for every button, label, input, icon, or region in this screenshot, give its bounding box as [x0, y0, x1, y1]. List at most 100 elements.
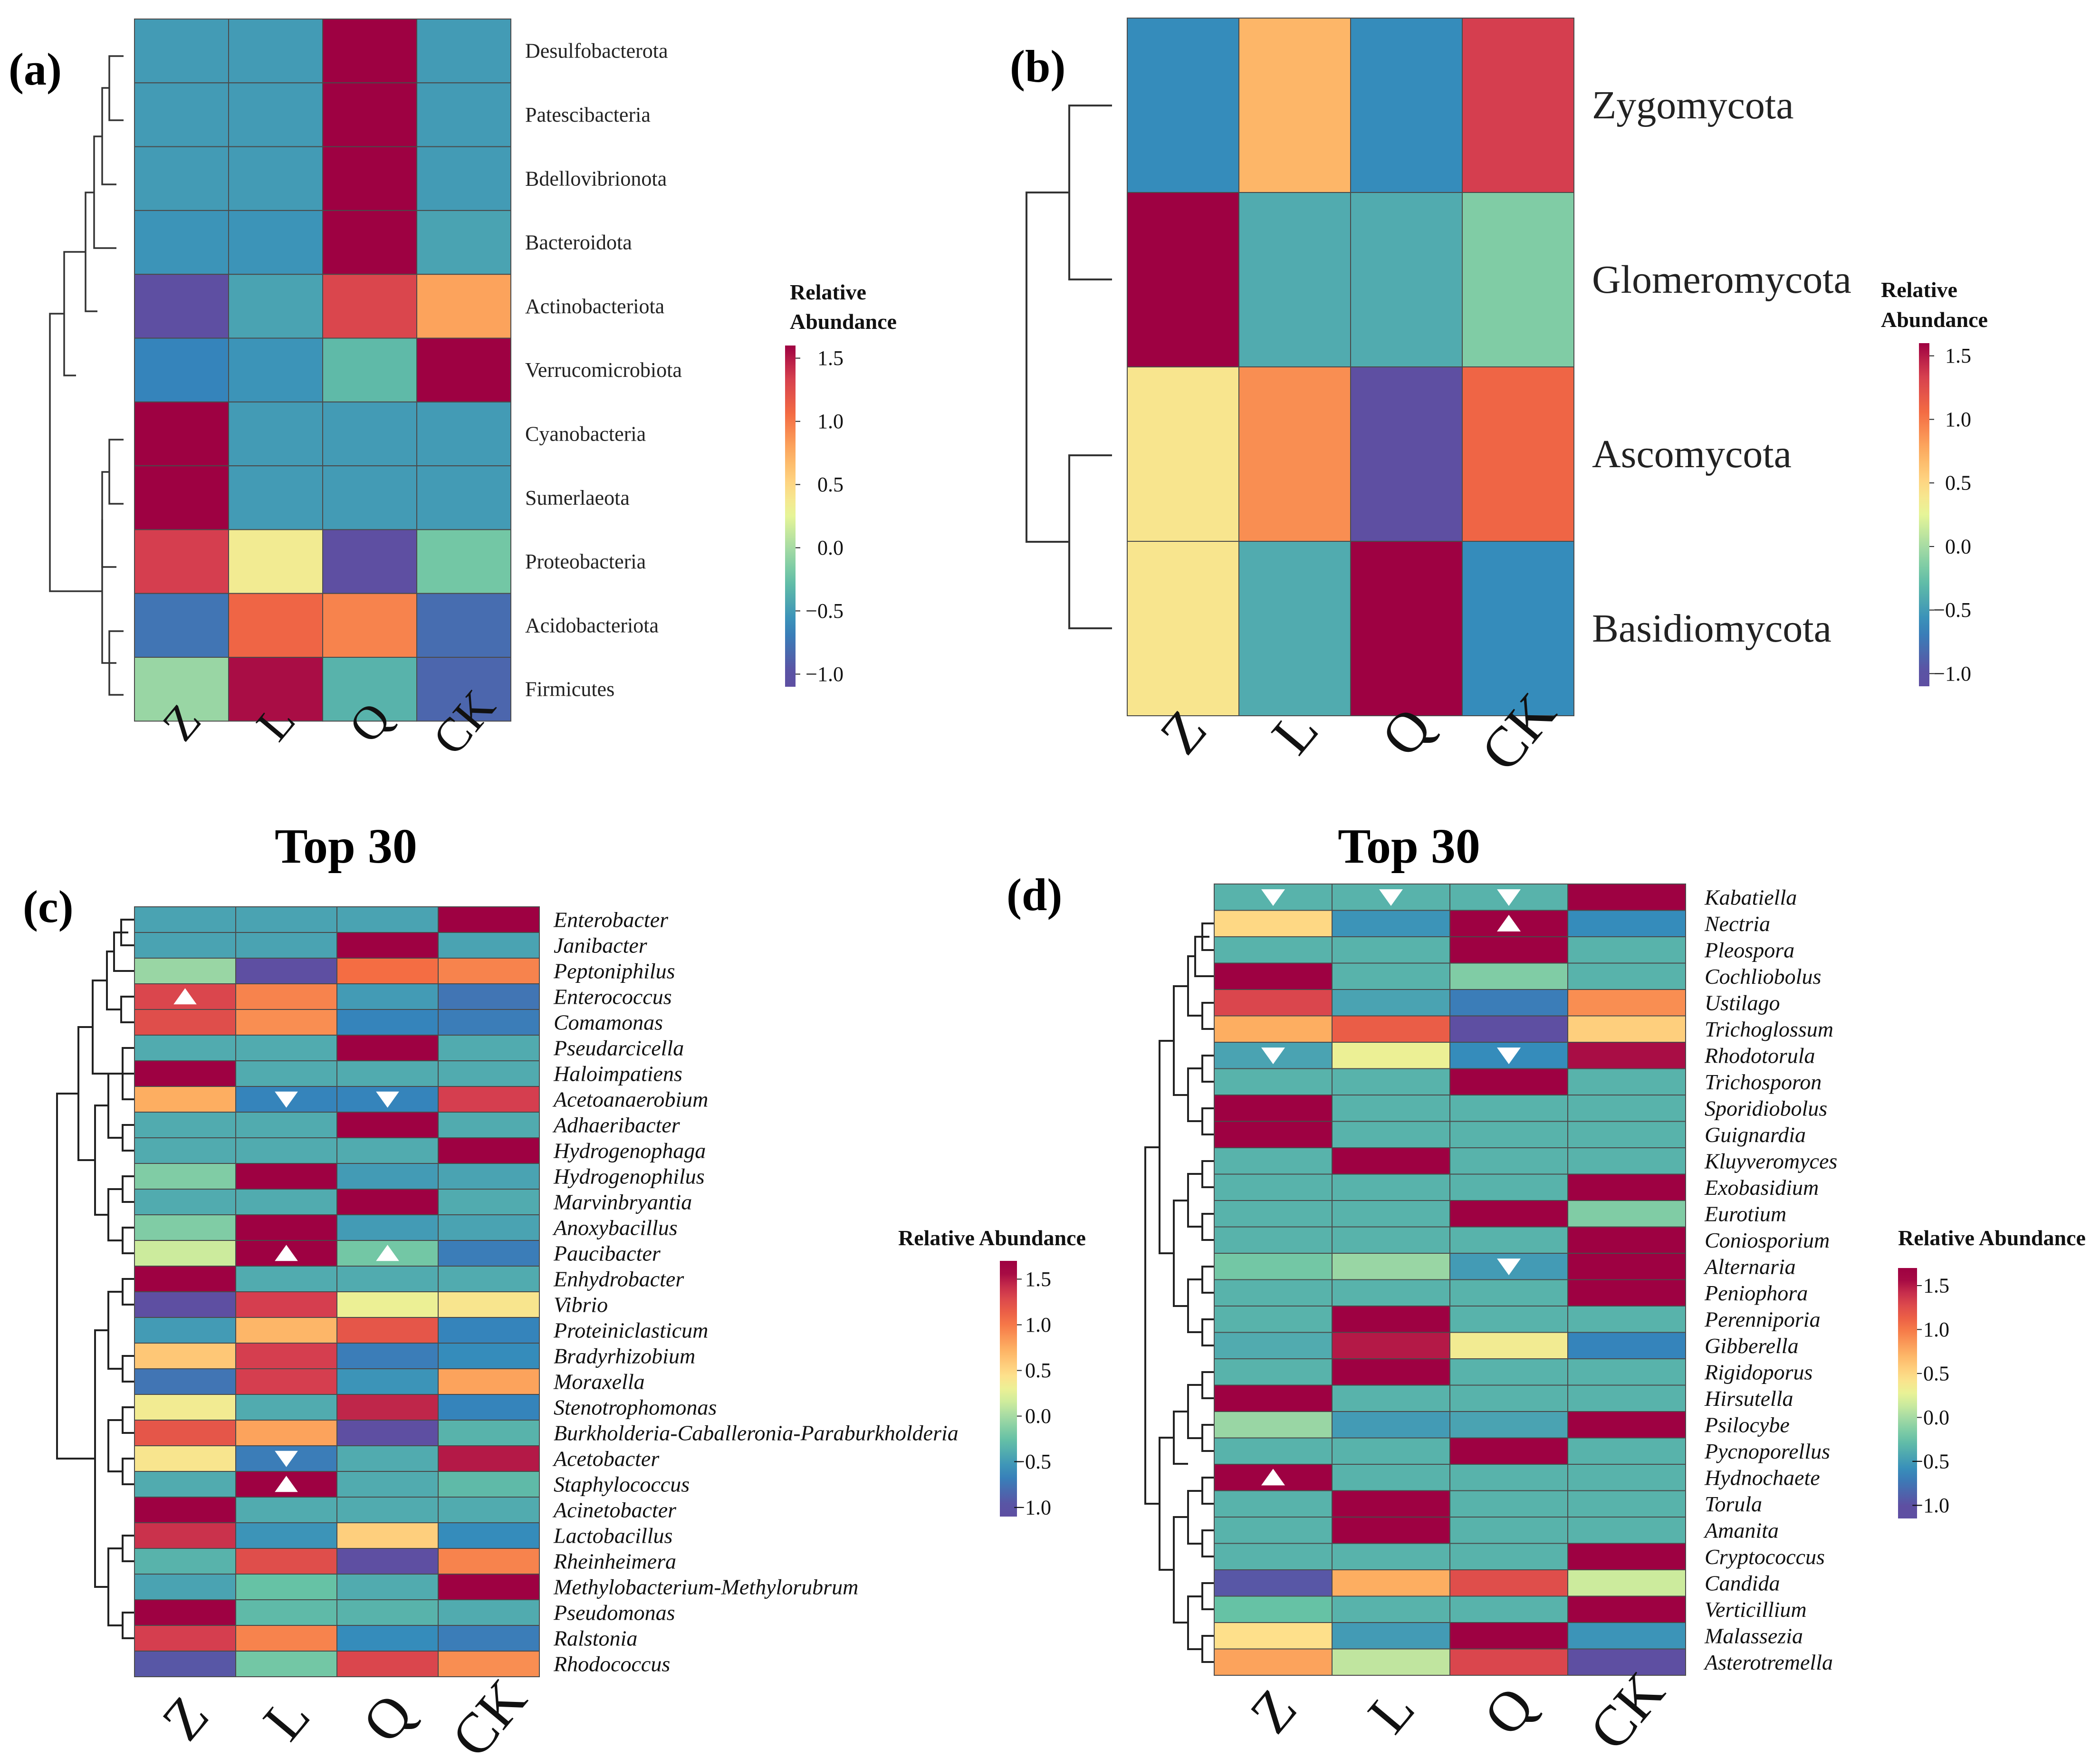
heatmap-cell	[1567, 1543, 1686, 1570]
significance-triangle-down	[1497, 1258, 1521, 1276]
dendrogram-a	[49, 55, 124, 696]
heatmap-cell	[134, 1214, 236, 1241]
heatmap-cell	[1449, 1648, 1568, 1676]
heatmap-cell	[336, 1574, 439, 1600]
heatmap-cell	[1127, 366, 1239, 542]
legend-tick-label: 0.5	[1025, 1359, 1051, 1382]
heatmap-cell	[336, 1420, 439, 1446]
heatmap-cell	[336, 1060, 439, 1087]
panel-label-d: (d)	[1007, 869, 1062, 920]
heatmap-cell	[235, 1266, 337, 1292]
heatmap-grid-d	[1214, 884, 1686, 1676]
row-label: Gibberella	[1705, 1334, 1799, 1358]
heatmap-cell	[336, 1548, 439, 1575]
row-label: Acetobacter	[552, 1447, 660, 1471]
heatmap-cell	[235, 983, 337, 1010]
heatmap-cell	[235, 1035, 337, 1061]
heatmap-cell	[134, 146, 229, 211]
heatmap-cell	[336, 1471, 439, 1498]
heatmap-cell	[322, 401, 417, 467]
heatmap-cell	[134, 1317, 236, 1344]
heatmap-cell	[134, 593, 229, 658]
heatmap-cell	[228, 82, 323, 147]
heatmap-cell	[1332, 1173, 1450, 1201]
heatmap-cell	[1214, 1306, 1333, 1333]
heatmap-cell	[1567, 1595, 1686, 1623]
heatmap-cell	[1214, 1200, 1333, 1228]
heatmap-cell	[1462, 366, 1574, 542]
heatmap-cell	[1567, 1068, 1686, 1095]
row-label: Moraxella	[553, 1370, 645, 1394]
panel-b: (b) Zygomycota Glomeromycota Ascomycota Bas…	[1010, 18, 1988, 783]
heatmap-cell	[322, 657, 417, 722]
row-label: Vibrio	[554, 1293, 608, 1317]
heatmap-cell	[1332, 1384, 1450, 1412]
heatmap-cell	[134, 401, 229, 467]
row-label: Pycnoporellus	[1704, 1439, 1830, 1463]
heatmap-cell	[336, 906, 439, 933]
row-label: Exobasidium	[1704, 1175, 1819, 1200]
heatmap-cell	[1567, 1358, 1686, 1386]
legend-tick-label: −0.5	[1933, 598, 1971, 622]
heatmap-cell	[1332, 1517, 1450, 1544]
heatmap-cell	[134, 337, 229, 403]
row-label: Staphylococcus	[554, 1472, 690, 1497]
heatmap-cell	[235, 1189, 337, 1215]
heatmap-cell	[134, 274, 229, 339]
legend-tick-label: 1.5	[817, 346, 844, 370]
heatmap-cell	[134, 1189, 236, 1215]
heatmap-cell	[336, 1291, 439, 1318]
heatmap-cell	[438, 1420, 540, 1446]
heatmap-cell	[336, 1599, 439, 1626]
row-label: Enterobacter	[553, 908, 669, 932]
row-label: Hydnochaete	[1704, 1465, 1820, 1489]
heatmap-cell	[1332, 1253, 1450, 1280]
heatmap-cell	[438, 1009, 540, 1036]
significance-triangle-up	[275, 1476, 298, 1492]
heatmap-cell	[1214, 936, 1333, 964]
heatmap-cell	[1238, 541, 1351, 716]
heatmap-cell	[1567, 910, 1686, 937]
heatmap-cell	[1214, 1279, 1333, 1306]
panel-d: Top 30 (d)	[1007, 819, 2086, 1758]
heatmap-cell	[336, 1035, 439, 1061]
heatmap-cell	[1567, 1332, 1686, 1359]
row-label: Cochliobolus	[1705, 964, 1821, 989]
heatmap-cell	[1214, 1147, 1333, 1175]
row-label: Coniosporium	[1705, 1228, 1830, 1252]
heatmap-cell	[336, 1343, 439, 1369]
row-label: Bdellovibrionota	[525, 167, 667, 190]
legend-tick-label: 1.5	[1025, 1268, 1051, 1291]
heatmap-cell	[416, 19, 511, 84]
heatmap-cell	[228, 274, 323, 339]
legend-tick-label: 0.0	[1945, 535, 1971, 558]
row-label: Sumerlaeota	[525, 486, 630, 509]
heatmap-cell	[134, 1420, 236, 1446]
row-label: Desulfobacterota	[525, 39, 668, 63]
heatmap-cell	[235, 1574, 337, 1600]
heatmap-cell	[1238, 192, 1351, 367]
heatmap-cell	[1449, 1464, 1568, 1491]
legend-title: Relative	[790, 280, 866, 304]
row-label: Nectria	[1704, 912, 1770, 936]
row-label: Kluyveromyces	[1704, 1149, 1837, 1173]
heatmap-cell	[438, 983, 540, 1010]
heatmap-cell	[1214, 1332, 1333, 1359]
heatmap-cell	[1332, 1095, 1450, 1122]
significance-triangle-down	[275, 1451, 298, 1467]
row-label: Hirsutella	[1704, 1386, 1793, 1411]
heatmap-cell	[1214, 1253, 1333, 1280]
heatmap-cell	[336, 1497, 439, 1523]
heatmap-cell	[134, 1548, 236, 1575]
heatmap-cell	[1567, 1437, 1686, 1465]
heatmap-cell	[235, 1420, 337, 1446]
heatmap-cell	[438, 1163, 540, 1190]
heatmap-cell	[235, 1394, 337, 1421]
legend-tick-label: 1.0	[1945, 408, 1971, 431]
row-label: Pleospora	[1704, 938, 1794, 962]
heatmap-cell	[1567, 1200, 1686, 1228]
heatmap-cell	[1449, 1173, 1568, 1201]
heatmap-cell	[1332, 1595, 1450, 1623]
legend-title-line2: Abundance	[1881, 307, 1988, 332]
heatmap-cell	[322, 465, 417, 530]
